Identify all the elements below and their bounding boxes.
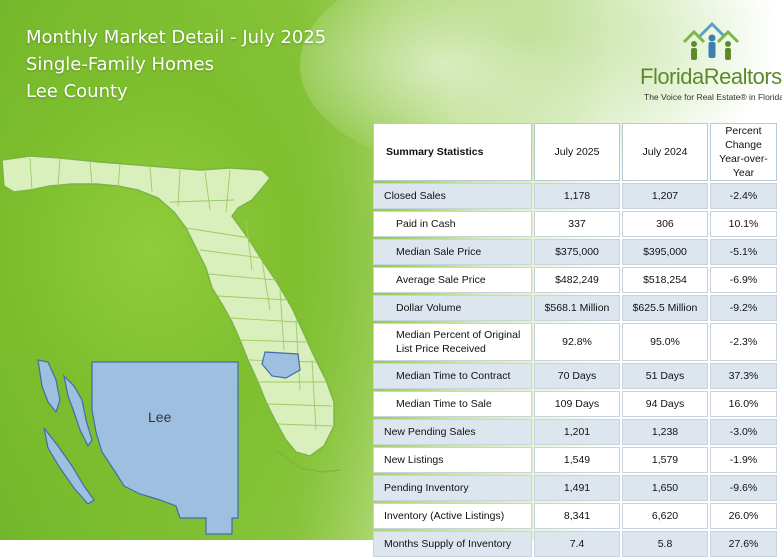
current-value: 109 Days xyxy=(534,391,620,417)
current-value: 7.4 xyxy=(534,531,620,557)
previous-value: $395,000 xyxy=(622,239,708,265)
row-label: Median Sale Price xyxy=(373,239,532,265)
header-change-line2: Year-over-Year xyxy=(714,152,773,180)
area-name: Lee County xyxy=(26,78,326,105)
percent-change: -6.9% xyxy=(710,267,777,293)
previous-value: 1,650 xyxy=(622,475,708,501)
percent-change: 26.0% xyxy=(710,503,777,529)
previous-value: 6,620 xyxy=(622,503,708,529)
header-summary-statistics: Summary Statistics xyxy=(373,123,532,181)
logo-name: FloridaRealtors xyxy=(640,64,782,89)
florida-realtors-logo: FloridaRealtors® The Voice for Real Esta… xyxy=(630,20,780,110)
report-header: Monthly Market Detail - July 2025 Single… xyxy=(26,24,326,105)
row-paid-in-cash: Paid in Cash 337 306 10.1% xyxy=(373,211,777,237)
percent-change: 10.1% xyxy=(710,211,777,237)
percent-change: 27.6% xyxy=(710,531,777,557)
property-type: Single-Family Homes xyxy=(26,51,326,78)
header-percent-change: Percent Change Year-over-Year xyxy=(710,123,777,181)
previous-value: $518,254 xyxy=(622,267,708,293)
previous-value: 94 Days xyxy=(622,391,708,417)
current-value: 1,491 xyxy=(534,475,620,501)
current-value: 70 Days xyxy=(534,363,620,389)
row-label: Paid in Cash xyxy=(373,211,532,237)
row-new-pending-sales: New Pending Sales 1,201 1,238 -3.0% xyxy=(373,419,777,445)
row-label: Median Time to Sale xyxy=(373,391,532,417)
row-label: Inventory (Active Listings) xyxy=(373,503,532,529)
percent-change: -5.1% xyxy=(710,239,777,265)
row-new-listings: New Listings 1,549 1,579 -1.9% xyxy=(373,447,777,473)
florida-county-map: Lee xyxy=(0,150,370,540)
table-header-row: Summary Statistics July 2025 July 2024 P… xyxy=(373,123,777,181)
row-median-time-to-sale: Median Time to Sale 109 Days 94 Days 16.… xyxy=(373,391,777,417)
logo-wordmark: FloridaRealtors® xyxy=(640,64,782,90)
current-value: $568.1 Million xyxy=(534,295,620,321)
row-label: Median Time to Contract xyxy=(373,363,532,389)
percent-change: -1.9% xyxy=(710,447,777,473)
current-value: 8,341 xyxy=(534,503,620,529)
current-value: $482,249 xyxy=(534,267,620,293)
percent-change: 16.0% xyxy=(710,391,777,417)
percent-change: -2.3% xyxy=(710,323,777,361)
current-value: 1,201 xyxy=(534,419,620,445)
row-months-supply: Months Supply of Inventory 7.4 5.8 27.6% xyxy=(373,531,777,557)
row-median-time-to-contract: Median Time to Contract 70 Days 51 Days … xyxy=(373,363,777,389)
row-dollar-volume: Dollar Volume $568.1 Million $625.5 Mill… xyxy=(373,295,777,321)
row-label: Closed Sales xyxy=(373,183,532,209)
percent-change: -2.4% xyxy=(710,183,777,209)
previous-value: 1,207 xyxy=(622,183,708,209)
percent-change: -9.6% xyxy=(710,475,777,501)
percent-change: -3.0% xyxy=(710,419,777,445)
row-label: Median Percent of Original List Price Re… xyxy=(373,323,532,361)
row-label: Average Sale Price xyxy=(373,267,532,293)
row-median-sale-price: Median Sale Price $375,000 $395,000 -5.1… xyxy=(373,239,777,265)
header-change-line1: Percent Change xyxy=(714,124,773,152)
row-label: Months Supply of Inventory xyxy=(373,531,532,557)
previous-value: $625.5 Million xyxy=(622,295,708,321)
previous-value: 1,238 xyxy=(622,419,708,445)
lee-county-detail xyxy=(38,360,238,534)
previous-value: 51 Days xyxy=(622,363,708,389)
houses-icon xyxy=(680,20,740,62)
summary-statistics-table: Summary Statistics July 2025 July 2024 P… xyxy=(371,121,779,559)
logo-tagline: The Voice for Real Estate® in Florida xyxy=(644,92,782,102)
previous-value: 306 xyxy=(622,211,708,237)
row-label-text: Median Percent of Original List Price Re… xyxy=(396,328,528,356)
current-value: 337 xyxy=(534,211,620,237)
percent-change: -9.2% xyxy=(710,295,777,321)
row-label: Dollar Volume xyxy=(373,295,532,321)
report-title: Monthly Market Detail - July 2025 xyxy=(26,24,326,51)
row-average-sale-price: Average Sale Price $482,249 $518,254 -6.… xyxy=(373,267,777,293)
previous-value: 5.8 xyxy=(622,531,708,557)
row-closed-sales: Closed Sales 1,178 1,207 -2.4% xyxy=(373,183,777,209)
county-label: Lee xyxy=(148,409,172,425)
row-median-percent-list-price: Median Percent of Original List Price Re… xyxy=(373,323,777,361)
row-label: New Listings xyxy=(373,447,532,473)
previous-value: 95.0% xyxy=(622,323,708,361)
previous-value: 1,579 xyxy=(622,447,708,473)
current-value: 1,549 xyxy=(534,447,620,473)
percent-change: 37.3% xyxy=(710,363,777,389)
row-inventory-active-listings: Inventory (Active Listings) 8,341 6,620 … xyxy=(373,503,777,529)
row-label: Pending Inventory xyxy=(373,475,532,501)
header-current-period: July 2025 xyxy=(534,123,620,181)
row-pending-inventory: Pending Inventory 1,491 1,650 -9.6% xyxy=(373,475,777,501)
current-value: 1,178 xyxy=(534,183,620,209)
current-value: $375,000 xyxy=(534,239,620,265)
current-value: 92.8% xyxy=(534,323,620,361)
header-previous-period: July 2024 xyxy=(622,123,708,181)
row-label: New Pending Sales xyxy=(373,419,532,445)
